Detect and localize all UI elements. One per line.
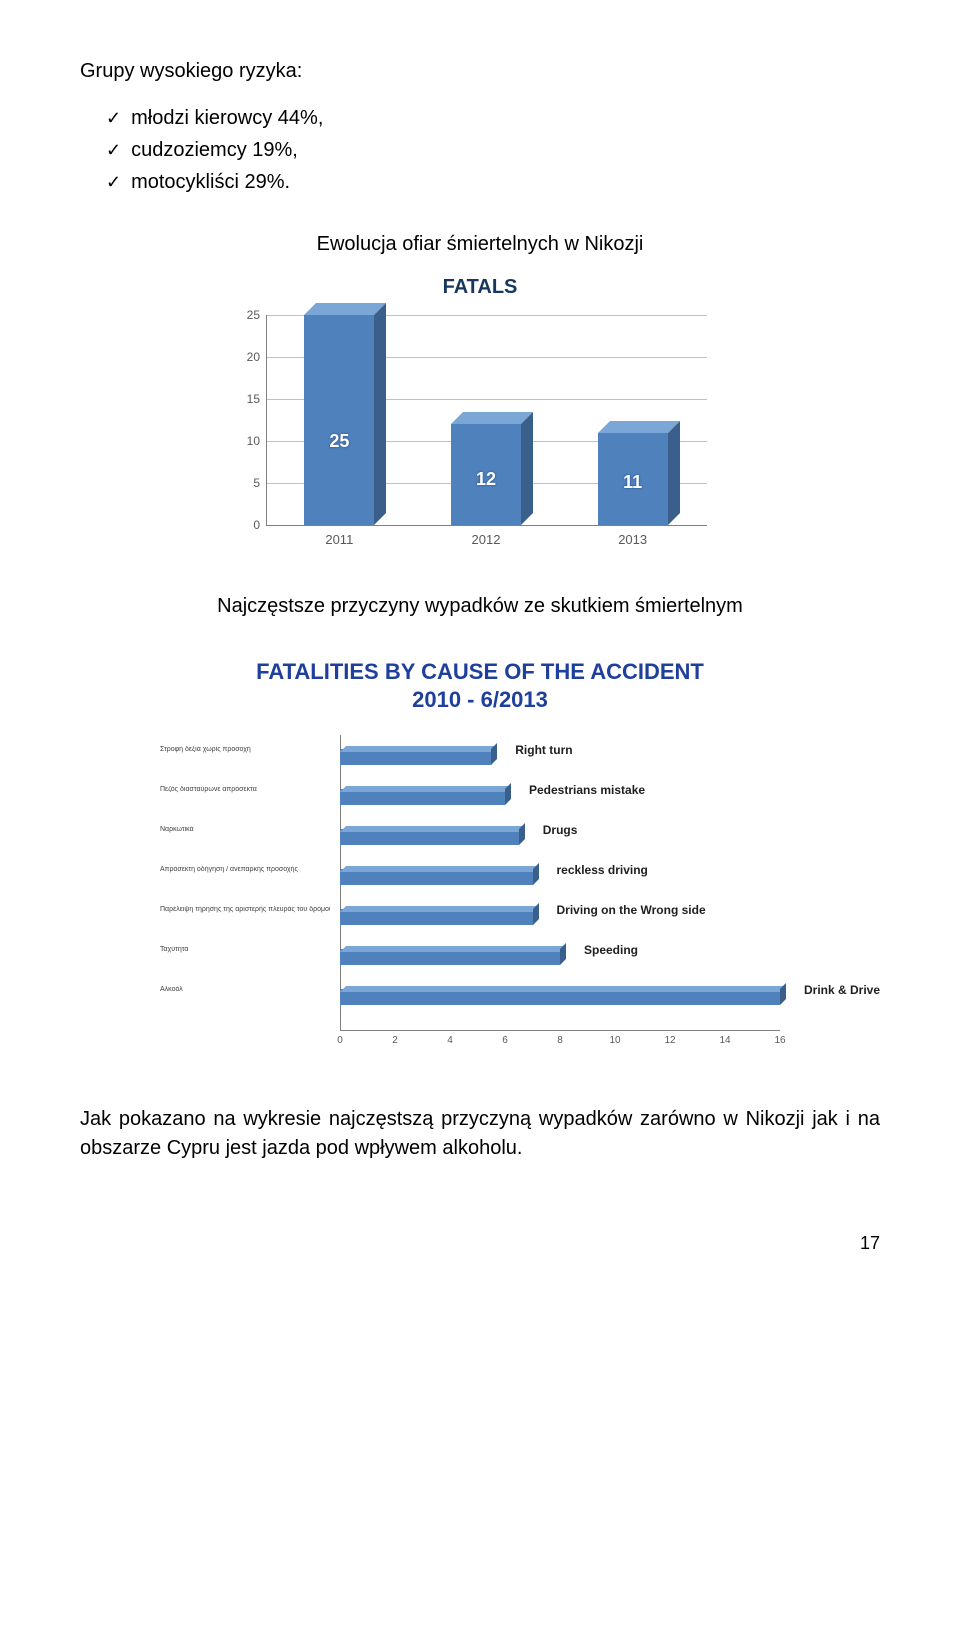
- bar-side: [521, 412, 533, 525]
- bullet-text: młodzi kierowcy 44%,: [131, 107, 323, 129]
- chart2-xtick-label: 8: [557, 1035, 563, 1046]
- bullet-item: ✓ młodzi kierowcy 44%,: [106, 107, 880, 129]
- chart2-row: Παρέλειψη τήρησης της αριστερής πλευράς …: [160, 901, 800, 941]
- checkmark-icon: ✓: [106, 139, 121, 161]
- chart2-row: Απρόσεκτη οδήγηση / ανεπαρκής προσοχής re…: [160, 861, 800, 901]
- section-heading: Grupy wysokiego ryzyka:: [80, 60, 880, 83]
- checkmark-icon: ✓: [106, 107, 121, 129]
- chart2-bar: [340, 983, 786, 1005]
- bar-side: [374, 303, 386, 525]
- bullet-text: motocykliści 29%.: [131, 171, 290, 193]
- chart1-xtick-label: 2013: [618, 532, 647, 547]
- chart2-bar: [340, 903, 539, 925]
- chart2-bar: [340, 863, 539, 885]
- chart1-bar-value: 12: [451, 469, 521, 490]
- chart2-english-label: Pedestrians mistake: [529, 783, 645, 797]
- chart2-row: Στροφή δεξιά χωρίς προσοχή Right turn: [160, 741, 800, 781]
- hbar-side: [505, 783, 511, 805]
- hbar-top: [340, 866, 539, 872]
- chart2-bar: [340, 823, 525, 845]
- bullet-list: ✓ młodzi kierowcy 44%, ✓ cudzoziemcy 19%…: [106, 107, 880, 193]
- chart2-xtick-label: 0: [337, 1035, 343, 1046]
- chart1-xtick-label: 2012: [472, 532, 501, 547]
- chart2-greek-label: Αλκοόλ: [160, 986, 330, 993]
- chart2-xtick-label: 16: [774, 1035, 785, 1046]
- chart2-xtick-label: 10: [609, 1035, 620, 1046]
- chart2-x-axis: 0246810121416: [340, 1030, 780, 1051]
- chart1-ytick-label: 25: [230, 308, 260, 322]
- chart1-ytick-label: 5: [230, 476, 260, 490]
- chart1-ytick-label: 0: [230, 518, 260, 532]
- chart2-xtick-label: 6: [502, 1035, 508, 1046]
- document-page: Grupy wysokiego ryzyka: ✓ młodzi kierowc…: [0, 0, 960, 1294]
- bar-top: [598, 421, 680, 433]
- chart2-title-line2: 2010 - 6/2013: [412, 687, 548, 712]
- hbar-top: [340, 986, 786, 992]
- chart1-plot-area: 0 5 10 15 20 25 25 2011 12 2012 11 2013: [230, 305, 730, 565]
- chart2-xtick-label: 4: [447, 1035, 453, 1046]
- chart2-row: ΑλκοόλDrink & Drive: [160, 981, 800, 1021]
- chart2-row: Ταχύτητα Speeding: [160, 941, 800, 981]
- chart2-title-line1: FATALITIES BY CAUSE OF THE ACCIDENT: [256, 659, 704, 684]
- page-number: 17: [80, 1233, 880, 1254]
- hbar-side: [780, 983, 786, 1005]
- hbar-top: [340, 786, 511, 792]
- bullet-item: ✓ motocykliści 29%.: [106, 171, 880, 193]
- chart2-english-label: Right turn: [515, 743, 572, 757]
- cause-bar-chart: FATALITIES BY CAUSE OF THE ACCIDENT 2010…: [160, 658, 800, 1055]
- chart2-xtick-label: 2: [392, 1035, 398, 1046]
- chart1-bar: 25: [304, 303, 386, 525]
- chart2-english-label: Speeding: [584, 943, 638, 957]
- chart2-xtick-label: 14: [719, 1035, 730, 1046]
- bullet-text: cudzoziemcy 19%,: [131, 139, 298, 161]
- hbar-top: [340, 906, 539, 912]
- chart2-bar: [340, 743, 497, 765]
- chart2-greek-label: Πεζός διασταύρωνε απρόσεκτα: [160, 786, 330, 793]
- bar-front: [304, 315, 374, 525]
- chart2-row: Πεζός διασταύρωνε απρόσεκτα Pedestrians m…: [160, 781, 800, 821]
- chart2-greek-label: Απρόσεκτη οδήγηση / ανεπαρκής προσοχής: [160, 866, 330, 873]
- chart2-title: FATALITIES BY CAUSE OF THE ACCIDENT 2010…: [160, 658, 800, 713]
- chart1-bar-value: 11: [598, 472, 668, 493]
- chart1-ytick-label: 10: [230, 434, 260, 448]
- chart2-greek-label: Ναρκωτικά: [160, 826, 330, 833]
- chart1-title: FATALS: [230, 276, 730, 299]
- chart2-greek-label: Παρέλειψη τήρησης της αριστερής πλευράς …: [160, 906, 330, 913]
- hbar-side: [491, 743, 497, 765]
- chart2-row: Ναρκωτικά Drugs: [160, 821, 800, 861]
- chart2-greek-label: Ταχύτητα: [160, 946, 330, 953]
- chart2-english-label: Driving on the Wrong side: [557, 903, 706, 917]
- fatals-bar-chart: FATALS 0 5 10 15 20 25 25 2011 12 2012 11 2013: [230, 276, 730, 565]
- bullet-item: ✓ cudzoziemcy 19%,: [106, 139, 880, 161]
- chart1-ytick-label: 20: [230, 350, 260, 364]
- bar-side: [668, 421, 680, 525]
- checkmark-icon: ✓: [106, 171, 121, 193]
- chart2-english-label: reckless driving: [557, 863, 648, 877]
- chart2-bar: [340, 783, 511, 805]
- chart1-ytick-label: 15: [230, 392, 260, 406]
- hbar-top: [340, 826, 525, 832]
- chart2-english-label: Drink & Drive: [804, 983, 880, 997]
- chart2-xtick-label: 12: [664, 1035, 675, 1046]
- chart2-english-label: Drugs: [543, 823, 578, 837]
- chart1-bar-value: 25: [304, 431, 374, 452]
- chart2-bar: [340, 943, 566, 965]
- hbar-side: [560, 943, 566, 965]
- chart1-xtick-label: 2011: [325, 532, 353, 547]
- hbar-top: [340, 946, 566, 952]
- chart2-plot-area: Στροφή δεξιά χωρίς προσοχή Right turn Πεζό…: [160, 735, 800, 1055]
- hbar-top: [340, 746, 497, 752]
- chart2-caption: Najczęstsze przyczyny wypadków ze skutki…: [80, 595, 880, 618]
- body-paragraph: Jak pokazano na wykresie najczęstszą prz…: [80, 1105, 880, 1163]
- chart1-bar: 11: [598, 421, 680, 525]
- chart2-greek-label: Στροφή δεξιά χωρίς προσοχή: [160, 746, 330, 753]
- chart1-bar: 12: [451, 412, 533, 525]
- chart1-caption: Ewolucja ofiar śmiertelnych w Nikozji: [80, 233, 880, 256]
